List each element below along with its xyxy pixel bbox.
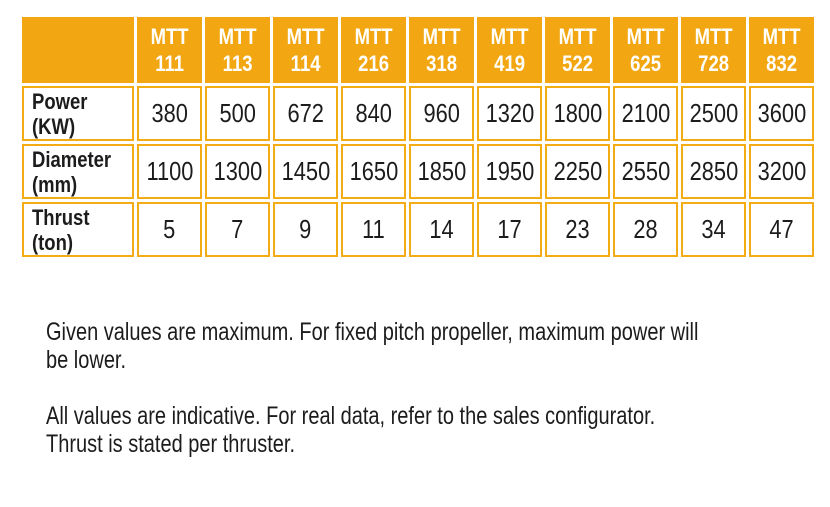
value-cell: 2100 [613, 86, 678, 141]
row-label-line: Thrust [32, 204, 90, 230]
model-prefix: MTT [150, 24, 189, 49]
model-prefix: MTT [286, 24, 325, 49]
model-header-cell: MTT 832 [749, 17, 814, 83]
model-number: 522 [562, 51, 593, 76]
model-header-cell: MTT 114 [273, 17, 338, 83]
model-number: 111 [155, 51, 184, 76]
value-cell: 34 [681, 202, 746, 257]
model-number: 216 [358, 51, 389, 76]
value-cell: 2550 [613, 144, 678, 199]
value-cell: 1800 [545, 86, 610, 141]
model-header-cell: MTT 522 [545, 17, 610, 83]
model-prefix: MTT [694, 24, 733, 49]
model-prefix: MTT [558, 24, 597, 49]
value-cell: 500 [205, 86, 270, 141]
value-cell: 840 [341, 86, 406, 141]
row-label-line: Power [32, 88, 88, 114]
value-cell: 1320 [477, 86, 542, 141]
note-line: Given values are maximum. For fixed pitc… [46, 318, 699, 346]
value-cell: 3600 [749, 86, 814, 141]
value-cell: 3200 [749, 144, 814, 199]
value-cell: 1650 [341, 144, 406, 199]
value-cell: 17 [477, 202, 542, 257]
model-header-cell: MTT 113 [205, 17, 270, 83]
row-label-diameter: Diameter (mm) [22, 144, 134, 199]
value-cell: 14 [409, 202, 474, 257]
value-cell: 380 [137, 86, 202, 141]
value-cell: 960 [409, 86, 474, 141]
diameter-row: Diameter (mm) 1100 1300 1450 1650 1850 19… [22, 144, 814, 199]
model-number: 625 [630, 51, 661, 76]
value-cell: 2850 [681, 144, 746, 199]
model-number: 728 [698, 51, 729, 76]
model-prefix: MTT [626, 24, 665, 49]
model-header-cell: MTT 728 [681, 17, 746, 83]
model-number: 832 [766, 51, 797, 76]
value-cell: 672 [273, 86, 338, 141]
value-cell: 1300 [205, 144, 270, 199]
value-cell: 7 [205, 202, 270, 257]
value-cell: 2250 [545, 144, 610, 199]
value-cell: 1850 [409, 144, 474, 199]
value-cell: 1950 [477, 144, 542, 199]
power-row: Power (KW) 380 500 672 840 960 1320 1800 … [22, 86, 814, 141]
model-header-cell: MTT 419 [477, 17, 542, 83]
note-maximum-values: Given values are maximum. For fixed pitc… [46, 318, 699, 374]
model-number: 114 [290, 51, 321, 76]
note-indicative-values: All values are indicative. For real data… [46, 402, 673, 458]
row-label-thrust: Thrust (ton) [22, 202, 134, 257]
row-label-power: Power (KW) [22, 86, 134, 141]
model-prefix: MTT [354, 24, 393, 49]
model-number: 318 [426, 51, 457, 76]
model-prefix: MTT [422, 24, 461, 49]
row-label-unit: (mm) [32, 171, 78, 197]
note-line: Thrust is stated per thruster. [46, 430, 295, 458]
row-label-unit: (ton) [32, 229, 74, 255]
note-line: be lower. [46, 346, 127, 374]
thrust-row: Thrust (ton) 5 7 9 11 14 17 23 28 34 47 [22, 202, 814, 257]
model-header-cell: MTT 111 [137, 17, 202, 83]
value-cell: 28 [613, 202, 678, 257]
value-cell: 5 [137, 202, 202, 257]
note-line: All values are indicative. For real data… [46, 402, 656, 430]
value-cell: 2500 [681, 86, 746, 141]
model-header-cell: MTT 625 [613, 17, 678, 83]
model-number: 113 [222, 51, 253, 76]
value-cell: 1100 [137, 144, 202, 199]
model-header-cell: MTT 216 [341, 17, 406, 83]
notes-section: Given values are maximum. For fixed pitc… [46, 318, 830, 458]
value-cell: 23 [545, 202, 610, 257]
model-prefix: MTT [218, 24, 257, 49]
row-label-unit: (KW) [32, 113, 76, 139]
table-corner-cell [22, 17, 134, 83]
header-row: MTT 111 MTT 113 MTT 114 MTT 216 MTT 318 MTT 41… [22, 17, 814, 83]
value-cell: 11 [341, 202, 406, 257]
model-prefix: MTT [490, 24, 529, 49]
value-cell: 1450 [273, 144, 338, 199]
thruster-spec-table: MTT 111 MTT 113 MTT 114 MTT 216 MTT 318 MTT 41… [19, 14, 817, 260]
model-number: 419 [494, 51, 525, 76]
model-header-cell: MTT 318 [409, 17, 474, 83]
value-cell: 47 [749, 202, 814, 257]
row-label-line: Diameter [32, 146, 112, 172]
value-cell: 9 [273, 202, 338, 257]
model-prefix: MTT [762, 24, 801, 49]
